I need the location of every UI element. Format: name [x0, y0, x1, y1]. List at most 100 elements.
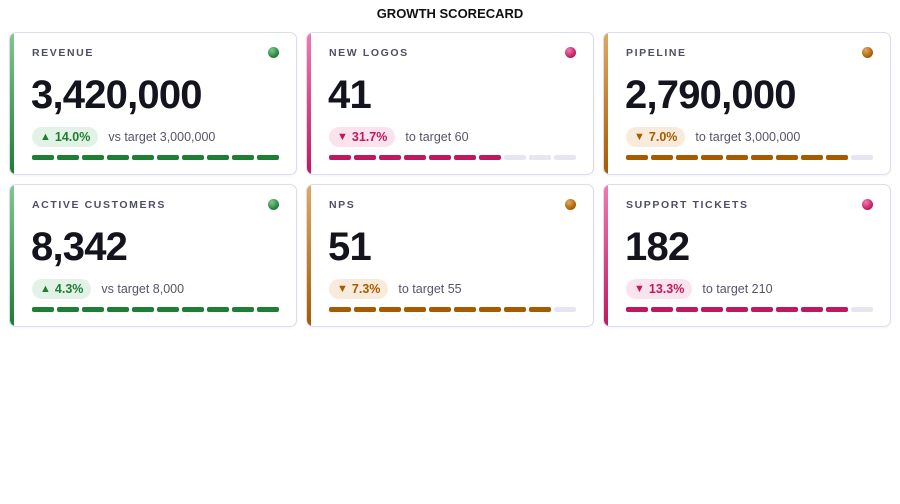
progress-segment-filled — [726, 155, 748, 160]
progress-segment-filled — [676, 155, 698, 160]
progress-segment-filled — [207, 155, 229, 160]
progress-segment-filled — [404, 307, 426, 312]
delta-value: 4.3% — [54, 282, 84, 296]
kpi-card-revenue: REVENUE 3,420,000 ▲ 14.0% vs target 3,000… — [9, 32, 297, 175]
target-note: vs target 3,000,000 — [108, 130, 216, 144]
trend-down-arrow-icon: ▼ — [337, 131, 348, 143]
kpi-label: SUPPORT TICKETS — [626, 199, 749, 211]
pink-status-dot-icon — [862, 199, 873, 210]
delta-row: ▲ 4.3% vs target 8,000 — [32, 279, 184, 299]
progress-segment-filled — [751, 307, 773, 312]
target-note: to target 210 — [702, 282, 773, 296]
progress-segments — [32, 155, 279, 160]
kpi-card-nps: NPS 51 ▼ 7.3% to target 55 — [306, 184, 594, 327]
trend-down-arrow-icon: ▼ — [634, 131, 645, 143]
target-note: to target 60 — [405, 130, 469, 144]
kpi-value: 182 — [625, 225, 690, 269]
progress-segment-filled — [454, 307, 476, 312]
trend-down-arrow-icon: ▼ — [634, 283, 645, 295]
progress-segment-filled — [776, 155, 798, 160]
kpi-value: 2,790,000 — [625, 73, 797, 117]
kpi-value: 3,420,000 — [31, 73, 203, 117]
progress-segment-filled — [182, 155, 204, 160]
delta-value: 13.3% — [648, 282, 685, 296]
progress-segment-filled — [826, 307, 848, 312]
progress-segment-filled — [651, 307, 673, 312]
progress-segment-filled — [776, 307, 798, 312]
progress-segment-filled — [82, 155, 104, 160]
progress-segment-filled — [454, 155, 476, 160]
kpi-card-support-tickets: SUPPORT TICKETS 182 ▼ 13.3% to target 210 — [603, 184, 891, 327]
progress-segment-filled — [232, 307, 254, 312]
target-note: vs target 8,000 — [101, 282, 185, 296]
progress-segment-filled — [701, 307, 723, 312]
kpi-label: REVENUE — [32, 47, 94, 59]
progress-segment-filled — [479, 155, 501, 160]
card-accent-bar — [10, 33, 14, 174]
progress-segment-filled — [504, 307, 526, 312]
progress-segment-filled — [157, 155, 179, 160]
progress-segment-filled — [801, 155, 823, 160]
progress-segments — [626, 155, 873, 160]
card-accent-bar — [604, 33, 608, 174]
progress-segment-filled — [132, 155, 154, 160]
trend-up-arrow-icon: ▲ — [40, 131, 51, 143]
progress-segments — [32, 307, 279, 312]
delta-badge: ▼ 31.7% — [329, 127, 396, 147]
progress-segment-filled — [529, 307, 551, 312]
delta-badge: ▼ 13.3% — [626, 279, 693, 299]
progress-segments — [626, 307, 873, 312]
kpi-grid: REVENUE 3,420,000 ▲ 14.0% vs target 3,000… — [9, 32, 891, 327]
orange-status-dot-icon — [862, 47, 873, 58]
progress-segment-filled — [826, 155, 848, 160]
progress-segment-filled — [257, 155, 279, 160]
progress-segment-filled — [32, 155, 54, 160]
progress-segment-filled — [329, 307, 351, 312]
progress-segment-filled — [379, 155, 401, 160]
progress-segment-filled — [107, 307, 129, 312]
progress-segment-filled — [329, 155, 351, 160]
trend-down-arrow-icon: ▼ — [337, 283, 348, 295]
progress-segment-filled — [57, 155, 79, 160]
delta-row: ▼ 7.3% to target 55 — [329, 279, 462, 299]
progress-segment-empty — [504, 155, 526, 160]
progress-segment-filled — [232, 155, 254, 160]
delta-badge: ▲ 14.0% — [32, 127, 99, 147]
progress-segment-filled — [32, 307, 54, 312]
kpi-label: NPS — [329, 199, 356, 211]
progress-segment-filled — [182, 307, 204, 312]
green-status-dot-icon — [268, 47, 279, 58]
green-status-dot-icon — [268, 199, 279, 210]
progress-segment-filled — [57, 307, 79, 312]
progress-segments — [329, 155, 576, 160]
kpi-label: ACTIVE CUSTOMERS — [32, 199, 166, 211]
progress-segment-filled — [379, 307, 401, 312]
progress-segments — [329, 307, 576, 312]
progress-segment-filled — [751, 155, 773, 160]
target-note: to target 55 — [398, 282, 462, 296]
delta-value: 7.0% — [648, 130, 678, 144]
delta-value: 14.0% — [54, 130, 91, 144]
delta-row: ▲ 14.0% vs target 3,000,000 — [32, 127, 215, 147]
delta-row: ▼ 31.7% to target 60 — [329, 127, 469, 147]
progress-segment-filled — [207, 307, 229, 312]
progress-segment-filled — [801, 307, 823, 312]
progress-segment-empty — [851, 155, 873, 160]
kpi-card-pipeline: PIPELINE 2,790,000 ▼ 7.0% to target 3,000… — [603, 32, 891, 175]
card-accent-bar — [307, 33, 311, 174]
card-accent-bar — [10, 185, 14, 326]
orange-status-dot-icon — [565, 199, 576, 210]
progress-segment-filled — [701, 155, 723, 160]
kpi-value: 8,342 — [31, 225, 128, 269]
progress-segment-filled — [429, 307, 451, 312]
progress-segment-filled — [107, 155, 129, 160]
progress-segment-empty — [554, 155, 576, 160]
progress-segment-empty — [851, 307, 873, 312]
progress-segment-filled — [626, 155, 648, 160]
delta-value: 31.7% — [351, 130, 388, 144]
delta-badge: ▼ 7.0% — [626, 127, 686, 147]
kpi-card-new-logos: NEW LOGOS 41 ▼ 31.7% to target 60 — [306, 32, 594, 175]
progress-segment-filled — [82, 307, 104, 312]
progress-segment-filled — [157, 307, 179, 312]
page-title: GROWTH SCORECARD — [376, 6, 524, 21]
